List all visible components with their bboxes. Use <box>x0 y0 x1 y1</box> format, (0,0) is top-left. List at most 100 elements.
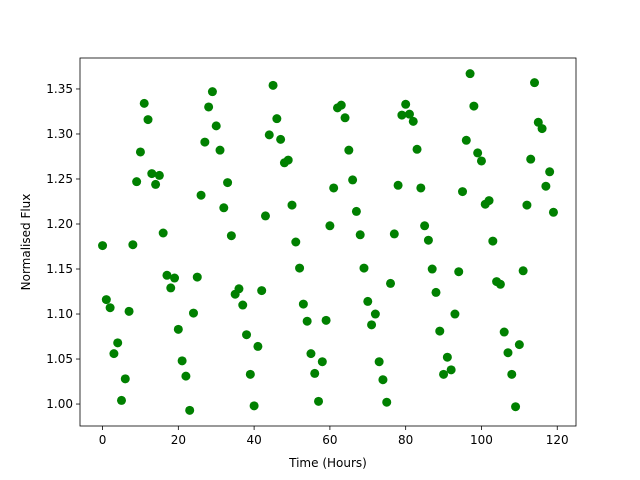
point <box>427 264 437 274</box>
point <box>442 352 452 362</box>
point <box>113 338 123 348</box>
point <box>461 135 471 145</box>
point <box>401 99 411 109</box>
point <box>124 306 134 316</box>
point <box>192 272 202 282</box>
point <box>302 316 312 326</box>
point <box>545 167 555 177</box>
point <box>363 296 373 306</box>
point <box>476 156 486 166</box>
point <box>431 287 441 297</box>
point <box>109 349 119 359</box>
y-tick-label: 1.30 <box>46 127 73 141</box>
point <box>196 190 206 200</box>
point <box>98 241 108 251</box>
point <box>276 134 286 144</box>
point <box>488 236 498 246</box>
point <box>507 369 517 379</box>
point <box>120 374 130 384</box>
axes-frame <box>79 57 577 427</box>
point <box>242 330 252 340</box>
point <box>219 203 229 213</box>
point <box>272 114 282 124</box>
point <box>204 102 214 112</box>
point <box>408 116 418 126</box>
point <box>374 357 384 367</box>
y-tick-label: 1.15 <box>46 262 73 276</box>
point <box>211 121 221 131</box>
point <box>268 80 278 90</box>
plot-area <box>80 58 576 426</box>
x-tick-label: 100 <box>470 433 493 447</box>
point <box>382 397 392 407</box>
x-tick-label: 40 <box>246 433 261 447</box>
x-axis-label: Time (Hours) <box>288 456 367 470</box>
point <box>298 299 308 309</box>
x-tick-label: 120 <box>546 433 569 447</box>
point <box>423 235 433 245</box>
point <box>370 309 380 319</box>
point <box>200 137 210 147</box>
point <box>143 115 153 125</box>
point <box>367 320 377 330</box>
point <box>469 101 479 111</box>
point <box>336 100 346 110</box>
point <box>257 286 267 296</box>
point <box>522 200 532 210</box>
point <box>450 309 460 319</box>
point <box>132 177 142 187</box>
point <box>306 349 316 359</box>
point <box>207 87 217 97</box>
point <box>188 308 198 318</box>
point <box>465 69 475 79</box>
point <box>177 356 187 366</box>
point <box>329 183 339 193</box>
point <box>389 229 399 239</box>
point <box>185 405 195 415</box>
point <box>404 109 414 119</box>
point <box>223 178 233 188</box>
y-axis-label: Normalised Flux <box>19 194 33 291</box>
point <box>416 183 426 193</box>
point <box>530 78 540 88</box>
point <box>234 284 244 294</box>
point <box>473 148 483 158</box>
point <box>446 365 456 375</box>
point <box>287 200 297 210</box>
point <box>170 273 180 283</box>
point <box>518 266 528 276</box>
point <box>378 375 388 385</box>
point <box>166 283 176 293</box>
y-tick-label: 1.35 <box>46 82 73 96</box>
point <box>291 237 301 247</box>
point <box>495 279 505 289</box>
point <box>340 113 350 123</box>
point <box>325 221 335 231</box>
point <box>499 327 509 337</box>
point <box>317 357 327 367</box>
point <box>420 221 430 231</box>
point <box>397 110 407 120</box>
point <box>295 263 305 273</box>
point <box>215 145 225 155</box>
x-tick-label: 0 <box>99 433 107 447</box>
point <box>548 207 558 217</box>
point <box>511 402 521 412</box>
point <box>435 326 445 336</box>
y-tick-label: 1.10 <box>46 307 73 321</box>
y-tick-label: 1.05 <box>46 352 73 366</box>
point <box>514 340 524 350</box>
point <box>260 211 270 221</box>
point <box>158 228 168 238</box>
point <box>355 230 365 240</box>
point <box>238 300 248 310</box>
point <box>105 303 115 313</box>
point <box>321 315 331 325</box>
point <box>226 231 236 241</box>
x-tick-label: 20 <box>171 433 186 447</box>
point <box>135 147 145 157</box>
point <box>154 170 164 180</box>
point <box>537 124 547 134</box>
point <box>181 371 191 381</box>
